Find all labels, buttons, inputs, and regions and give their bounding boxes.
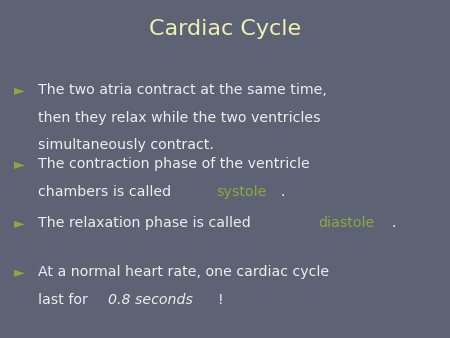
Text: systole: systole [216,185,266,199]
Text: .: . [391,216,396,230]
Text: simultaneously contract.: simultaneously contract. [38,138,214,152]
Text: At a normal heart rate, one cardiac cycle: At a normal heart rate, one cardiac cycl… [38,265,329,279]
Text: diastole: diastole [319,216,375,230]
Text: then they relax while the two ventricles: then they relax while the two ventricles [38,111,321,124]
Text: ►: ► [14,83,24,97]
Text: The contraction phase of the ventricle: The contraction phase of the ventricle [38,157,310,171]
Text: The two atria contract at the same time,: The two atria contract at the same time, [38,83,327,97]
Text: ►: ► [14,265,24,279]
Text: Cardiac Cycle: Cardiac Cycle [149,19,301,39]
Text: chambers is called: chambers is called [38,185,176,199]
Text: !: ! [218,293,224,307]
Text: 0.8 seconds: 0.8 seconds [108,293,194,307]
Text: last for: last for [38,293,93,307]
Text: ►: ► [14,216,24,230]
Text: .: . [281,185,285,199]
Text: ►: ► [14,157,24,171]
Text: The relaxation phase is called: The relaxation phase is called [38,216,256,230]
